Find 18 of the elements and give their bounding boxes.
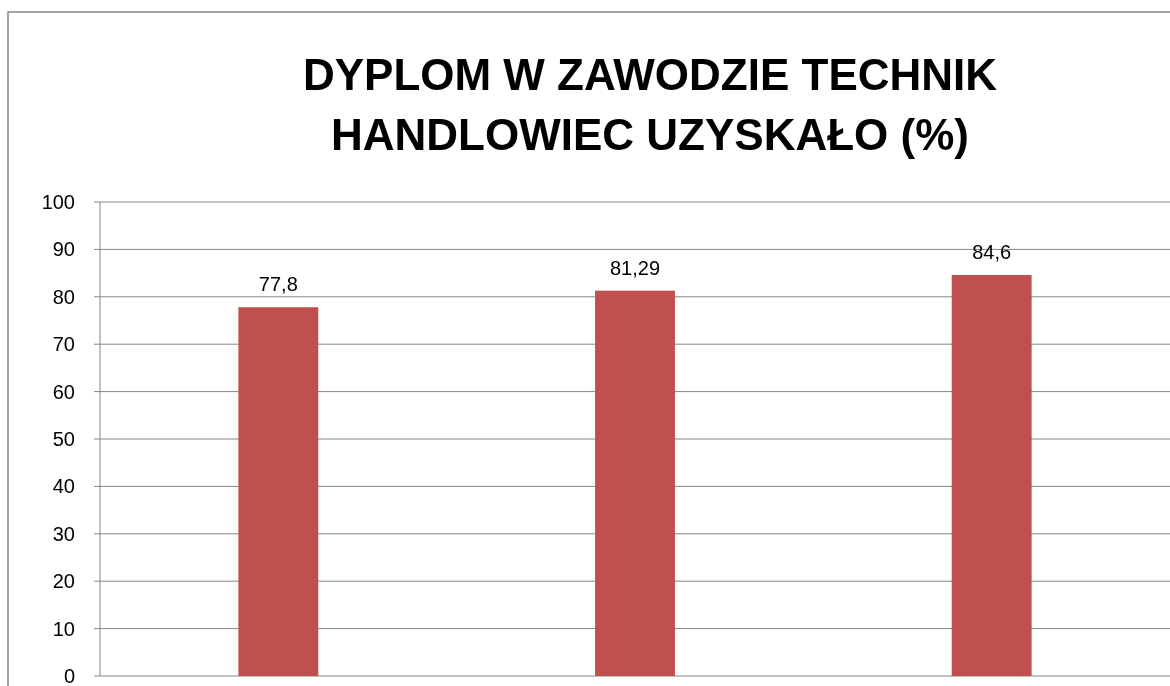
data-label: 81,29 xyxy=(609,256,661,279)
y-tick-label: 70 xyxy=(52,333,75,356)
data-label: 84,6 xyxy=(972,241,1012,263)
y-tick-label: 80 xyxy=(52,285,75,308)
y-tick-label: 20 xyxy=(52,570,75,593)
bar xyxy=(595,290,675,676)
y-tick-label: 90 xyxy=(52,238,75,261)
y-tick-label: 100 xyxy=(41,191,75,213)
y-tick-label: 40 xyxy=(52,475,75,498)
y-tick-label: 60 xyxy=(52,380,75,403)
bar xyxy=(238,307,319,676)
y-tick-label: 10 xyxy=(52,617,75,640)
y-tick-label: 30 xyxy=(52,522,75,545)
y-tick-label: 50 xyxy=(52,428,75,450)
y-tick-label: 0 xyxy=(63,665,75,686)
data-label: 77,8 xyxy=(258,273,298,296)
chart-title: DYPLOM W ZAWODZIE TECHNIK HANDLOWIEC UZYSKAŁO (%) xyxy=(302,50,998,159)
bar xyxy=(951,275,1032,676)
